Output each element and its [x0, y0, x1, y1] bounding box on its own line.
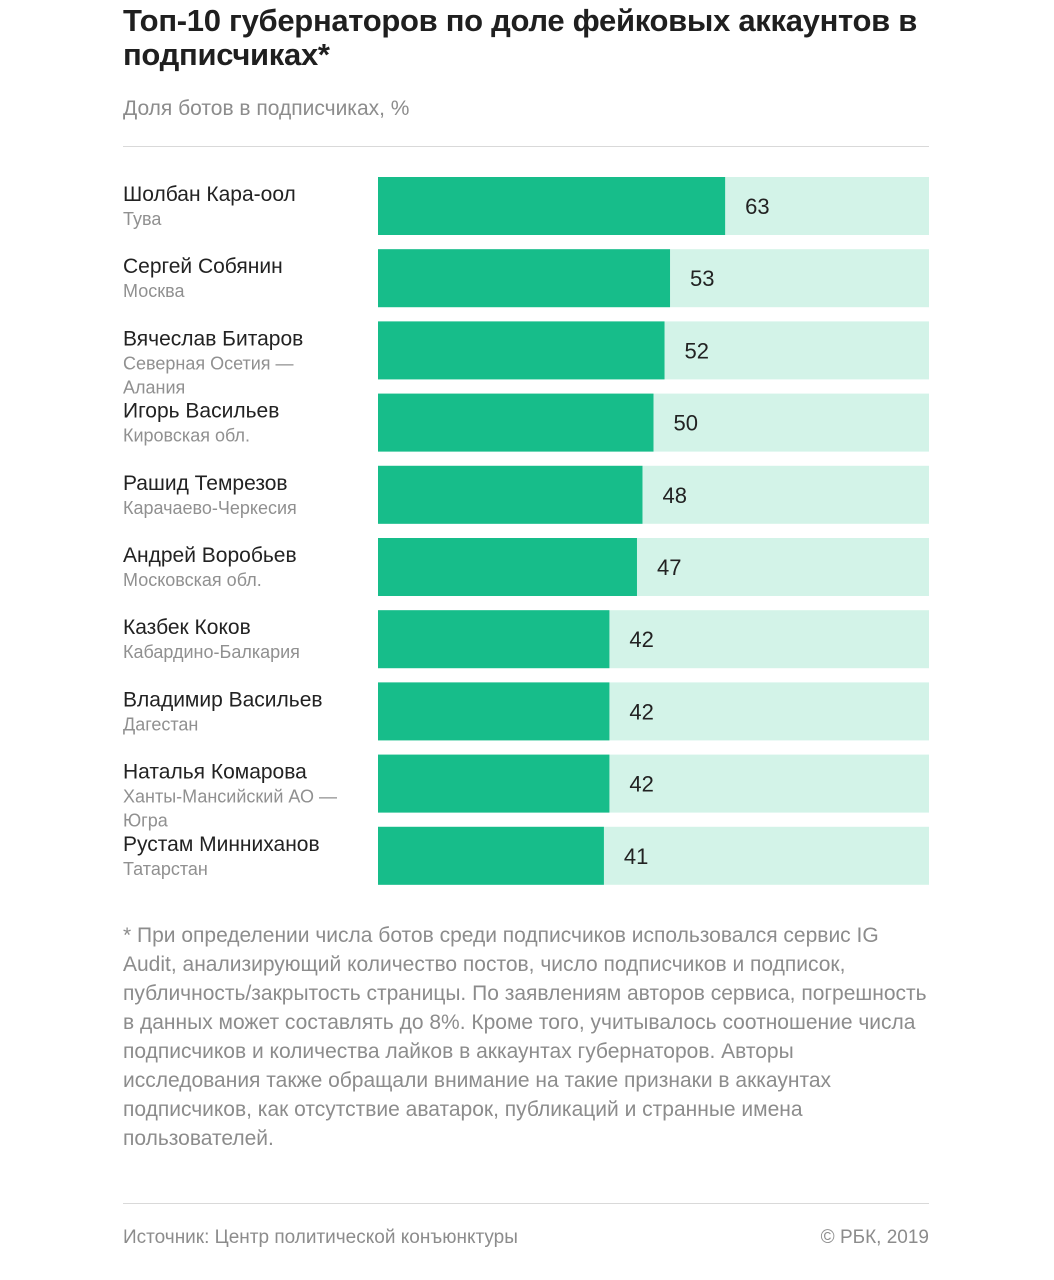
bar — [378, 682, 610, 741]
governor-region: Алания — [123, 377, 185, 397]
bar-value-label: 47 — [657, 555, 681, 580]
governor-region: Кировская обл. — [123, 426, 250, 446]
governor-name: Вячеслав Битаров — [123, 327, 303, 350]
bar — [378, 754, 610, 813]
governor-region: Югра — [123, 811, 169, 831]
bar — [378, 538, 637, 596]
governor-name: Наталья Комарова — [123, 761, 307, 784]
governor-name: Сергей Собянин — [123, 255, 283, 278]
bar-value-label: 53 — [690, 266, 714, 291]
bar-value-label: 50 — [674, 411, 698, 436]
governor-name: Рустам Минниханов — [123, 833, 320, 856]
bar-value-label: 41 — [624, 844, 648, 869]
governor-region: Северная Осетия — — [123, 353, 294, 373]
governor-name: Владимир Васильев — [123, 688, 323, 711]
footnote: * При определении числа ботов среди подп… — [123, 924, 927, 1150]
governor-name: Игорь Васильев — [123, 400, 279, 423]
copyright-note: © РБК, 2019 — [820, 1227, 929, 1248]
bar — [378, 393, 654, 452]
bar-value-label: 48 — [662, 483, 686, 508]
bar — [378, 249, 671, 308]
governor-region: Московская обл. — [123, 570, 262, 590]
bar-value-label: 63 — [745, 194, 769, 219]
governor-name: Рашид Темрезов — [123, 472, 288, 495]
bar — [378, 826, 604, 885]
bar-chart: 63 Шолбан Кара-оол Тува 53 Сергей Собянин Мос… — [123, 177, 929, 885]
governor-name: Шолбан Кара-оол — [123, 183, 296, 206]
bar-value-label: 42 — [629, 772, 653, 797]
bottom-divider — [123, 1203, 929, 1204]
governor-name: Андрей Воробьев — [123, 544, 297, 567]
governor-region: Татарстан — [123, 859, 208, 879]
governor-region: Кабардино-Балкария — [123, 642, 300, 662]
governor-region: Ханты-Мансийский АО — — [123, 787, 337, 807]
bar-value-label: 42 — [629, 627, 653, 652]
governor-region: Дагестан — [123, 714, 198, 734]
governor-region: Тува — [123, 209, 162, 229]
bar-value-label: 52 — [685, 338, 709, 363]
chart-subtitle: Доля ботов в подписчиках, % — [123, 97, 410, 120]
governor-region: Карачаево-Черкесия — [123, 498, 297, 518]
bar — [378, 465, 643, 524]
governor-name: Казбек Коков — [123, 616, 251, 639]
top-divider — [123, 146, 929, 147]
bar — [378, 177, 726, 235]
bar — [378, 610, 610, 669]
source-note: Источник: Центр политической конъюнктуры — [123, 1227, 518, 1248]
chart-title: Топ-10 губернаторов по доле фейковых акк… — [123, 3, 917, 72]
bar — [378, 321, 665, 380]
bar-value-label: 42 — [629, 699, 653, 724]
governor-region: Москва — [123, 281, 185, 301]
